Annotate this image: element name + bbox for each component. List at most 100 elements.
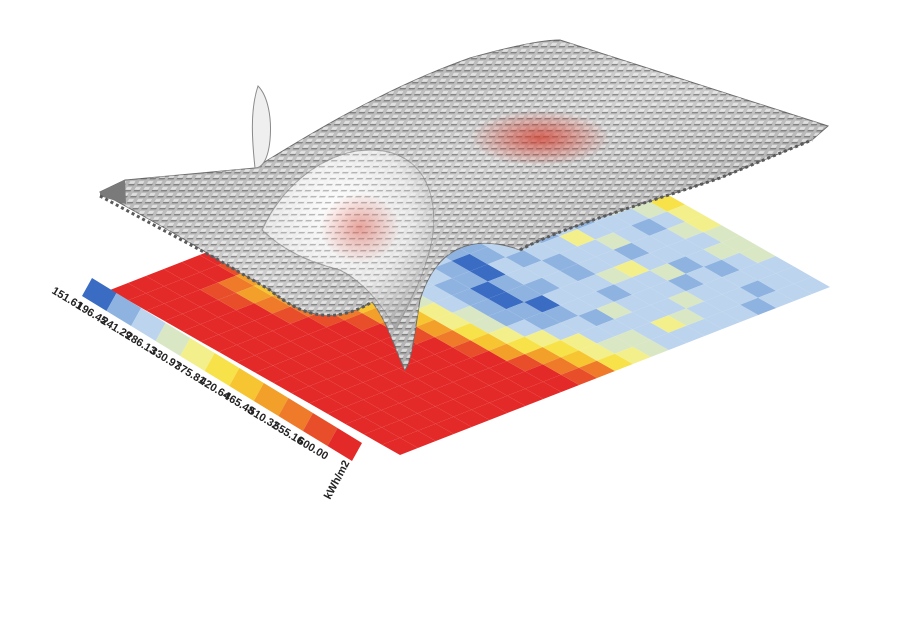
heatmap-cell (470, 316, 507, 334)
heatmap-cell (541, 253, 578, 271)
heatmap-cell (722, 287, 759, 305)
heatmap-cell (381, 420, 418, 438)
heatmap-cell (416, 285, 453, 303)
heatmap-cell (452, 357, 489, 376)
heatmap-cell (434, 278, 470, 296)
heatmap-cell (685, 249, 722, 267)
heatmap-cell (506, 319, 543, 337)
heatmap-cell (614, 277, 650, 295)
heatmap-cell (505, 267, 542, 285)
heatmap-cell (758, 290, 795, 308)
heatmap-cell (488, 309, 525, 327)
heatmap-cell (164, 313, 201, 332)
heatmap-cell (595, 215, 632, 233)
heatmap-cell (542, 340, 579, 358)
canopy-right-edge (519, 138, 813, 252)
heatmap-cell (326, 354, 363, 373)
legend-swatch (278, 398, 313, 431)
heatmap-cell (703, 225, 740, 243)
heatmap-cell (344, 330, 381, 348)
heatmap-cell (236, 355, 273, 373)
legend-swatch (204, 353, 240, 386)
heatmap-cell (470, 298, 507, 317)
heatmap-cell (542, 305, 579, 323)
heatmap-cell (613, 208, 650, 226)
heatmap-cell (686, 301, 723, 319)
heatmap-cell (776, 283, 813, 301)
legend-swatch (180, 338, 215, 371)
heatmap-cell (164, 279, 200, 297)
heatmap-cell (596, 284, 633, 302)
heatmap-cell (632, 339, 669, 357)
heatmap-cell (543, 374, 580, 392)
heatmap-cell (524, 295, 561, 313)
heatmap-cell (272, 306, 309, 324)
heatmap-cell (255, 365, 291, 383)
heatmap-cell (417, 406, 454, 424)
heatmap-cell (613, 242, 650, 261)
heatmap-cell (523, 243, 560, 261)
heatmap-cell (416, 302, 453, 320)
heatmap-cell (704, 277, 740, 295)
heatmap-cell (614, 329, 651, 347)
heatmap-cell (613, 225, 650, 243)
heatmap-cell (254, 330, 291, 349)
heatmap-cell (416, 319, 453, 338)
heatmap-cell (542, 322, 579, 341)
heatmap-cell (453, 375, 490, 393)
heatmap-cell (685, 214, 722, 233)
heatmap-cell (667, 221, 704, 240)
heatmap-cell (308, 344, 345, 362)
heatmap-cell (488, 343, 525, 362)
heatmap-cell (506, 354, 543, 372)
heatmap-cell (685, 266, 722, 285)
heatmap-cell (757, 273, 794, 291)
heatmap-cell (344, 347, 381, 366)
heatmap-cell (363, 410, 400, 428)
heatmap-cell (218, 327, 255, 345)
heatmap-cell (721, 252, 758, 271)
heatmap-cell (579, 360, 615, 378)
heatmap-cell (722, 304, 759, 322)
heatmap-cell (452, 288, 489, 306)
canopy-sawtooth-edge (99, 194, 373, 317)
heatmap-cell (290, 334, 327, 352)
heatmap-cell (650, 298, 687, 316)
heatmap-cell (525, 381, 562, 399)
heatmap-cell (595, 249, 632, 268)
heatmap-cell (326, 320, 363, 338)
heatmap-cell (381, 403, 418, 421)
heatmap-cell (775, 266, 812, 284)
heatmap-cell (667, 204, 704, 222)
legend-swatch (106, 293, 142, 326)
heatmap-cell (506, 302, 543, 320)
heatmap-cell (145, 269, 182, 287)
shading-canopy-surface (98, 39, 829, 371)
heatmap-cell (399, 361, 435, 379)
heatmap-cell (291, 386, 328, 404)
canopy-front-edge (100, 180, 126, 204)
heatmap-cell (345, 417, 382, 435)
heatmap-cell (345, 382, 382, 400)
heatmap-cell (434, 312, 471, 331)
heatmap-cell (686, 284, 723, 302)
heatmap-cell (721, 235, 758, 253)
heatmap-cell (416, 337, 453, 355)
heatmap-cell (236, 337, 273, 356)
heatmap-cell (632, 287, 669, 306)
heatmap-cell (417, 371, 454, 390)
heatmap-cell (703, 242, 740, 260)
heatmap-cell (489, 361, 525, 379)
heatmap-cell (469, 246, 506, 265)
heatmap-cell (146, 303, 183, 321)
heatmap-cell (757, 256, 794, 274)
heatmap-cell (524, 277, 560, 296)
legend-swatch (82, 278, 117, 311)
heatmap-cell (596, 336, 633, 354)
heatmap-cell (290, 351, 327, 369)
heatmap-cell (362, 358, 399, 376)
heatmap-cell (524, 312, 561, 330)
heatmap-cell (452, 305, 489, 324)
heatmap-cell (182, 324, 219, 342)
